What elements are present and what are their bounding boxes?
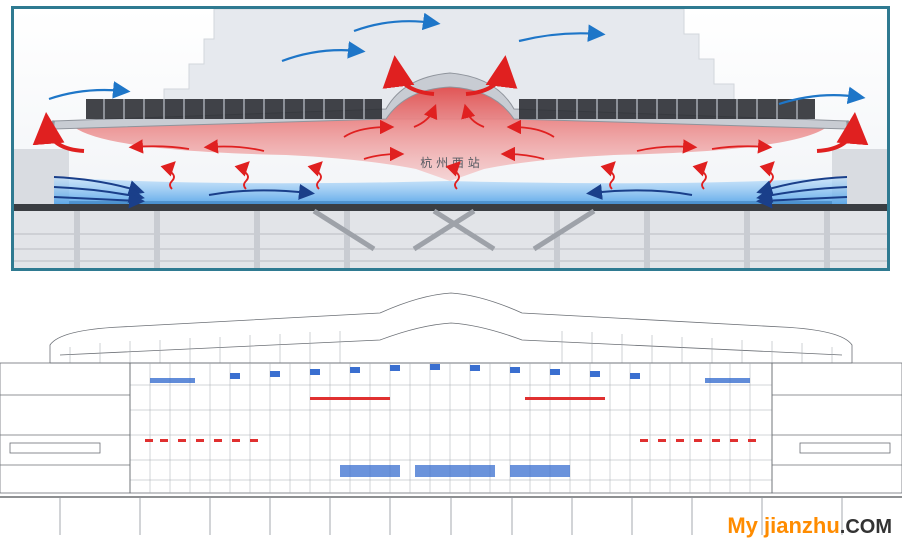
rising-heat-arrow — [307, 161, 323, 190]
cool-inflow-arrows — [53, 176, 848, 209]
warm-flow-arrow — [413, 104, 438, 128]
watermark-main-text: My jianzhu — [727, 513, 840, 538]
warm-flow-arrow — [636, 139, 698, 154]
watermark-suffix-text: .COM — [839, 516, 892, 538]
lower-columns — [74, 211, 830, 268]
cool-inflow-arrow — [208, 183, 315, 200]
rising-heat-arrows — [160, 161, 775, 190]
cool-inflow-arrow — [586, 183, 693, 200]
foundation-piers — [59, 497, 843, 535]
left-wing — [0, 362, 131, 494]
blue-sensor-markers-upper — [150, 364, 750, 383]
cool-air-zone — [54, 177, 847, 204]
wind-arrow — [353, 12, 441, 33]
warm-flow-arrow — [506, 119, 555, 138]
watermark-logo: My jianzhu.COM — [727, 513, 892, 539]
airflow-diagram-panel: 杭 州 西 站 — [11, 6, 890, 271]
warm-flow-arrow — [461, 103, 485, 128]
elevation-roof-lower — [59, 322, 843, 356]
warm-flow-arrow — [203, 139, 265, 154]
wind-arrow — [778, 86, 866, 106]
exhaust-arrow — [382, 55, 435, 96]
roof-hatching — [69, 331, 833, 363]
rising-heat-arrow — [600, 161, 616, 190]
exhaust-arrow — [465, 55, 518, 96]
roof-skylights-left — [86, 99, 382, 119]
blue-sensor-band-lower — [340, 465, 570, 477]
warm-air-zone — [74, 84, 827, 181]
airflow-section-svg: 杭 州 西 站 — [14, 9, 887, 268]
red-sensor-markers — [145, 397, 756, 442]
outdoor-wind-arrows — [48, 12, 866, 106]
wind-arrow — [281, 41, 366, 63]
warm-flow-arrow — [363, 146, 405, 162]
station-sign: 杭 州 西 站 — [420, 155, 479, 170]
wind-arrow — [518, 24, 606, 43]
rising-heat-arrow — [445, 161, 461, 190]
warm-exhaust-arrows — [32, 55, 869, 153]
elevation-roof-outline — [49, 292, 853, 363]
facade-horizontal-grid — [130, 384, 772, 481]
elevation-line-drawing — [0, 285, 902, 545]
truss-supports — [312, 208, 596, 252]
rising-heat-arrow — [160, 161, 176, 190]
exhaust-arrow — [816, 112, 869, 153]
warm-flow-arrow — [128, 139, 190, 154]
platform-slab — [14, 201, 887, 211]
warm-flow-arrow — [500, 146, 545, 162]
roof-skylights-right — [519, 99, 815, 119]
warm-flow-arrow — [343, 119, 395, 138]
rising-heat-arrow — [234, 161, 250, 190]
right-wing — [771, 362, 902, 494]
warm-internal-arrows — [128, 103, 773, 162]
elevation-svg — [0, 292, 902, 535]
rising-heat-arrow — [692, 161, 708, 190]
lower-structure — [14, 204, 887, 268]
skylight-mullions — [103, 99, 798, 119]
warm-flow-arrow — [711, 139, 773, 154]
cool-inflow-arrow — [756, 192, 848, 209]
wind-arrow — [48, 81, 131, 101]
cool-inflow-arrow — [53, 192, 145, 209]
exhaust-arrow — [32, 112, 85, 153]
